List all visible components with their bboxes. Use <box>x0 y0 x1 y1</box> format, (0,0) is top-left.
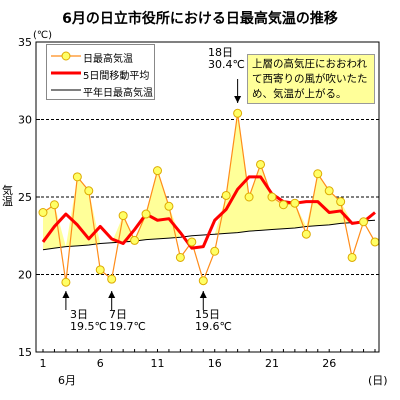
annotation-day-15-date: 15日 <box>195 308 220 321</box>
daily-max-point-18 <box>233 108 243 118</box>
daily-max-point-19 <box>244 192 254 202</box>
y-tick-label-35: 35 <box>18 36 32 49</box>
chart-title: 6月の日立市役所における日最高気温の推移 <box>62 11 338 27</box>
annotation-day-15-value: 19.6℃ <box>195 320 232 333</box>
arrow-day-3-head <box>62 291 70 298</box>
daily-max-point-20 <box>256 159 266 169</box>
annotation-day-7-value: 19.7℃ <box>109 320 146 333</box>
x-tick-label-16: 16 <box>208 357 222 370</box>
legend-normal-swatch <box>51 89 81 91</box>
daily-max-point-14 <box>187 237 197 247</box>
legend-moving-avg-swatch <box>51 71 81 75</box>
annotation-day-7: 7日 19.7℃ <box>109 309 146 333</box>
x-month-label: 6月 <box>58 374 76 387</box>
legend-normal-label: 平年日最高気温 <box>83 88 153 99</box>
y-tick-label-20: 20 <box>18 269 32 282</box>
x-axis-unit: (日) <box>368 374 388 387</box>
daily-max-point-12 <box>164 201 174 211</box>
annotation-day-7-date: 7日 <box>109 308 127 321</box>
legend-moving-avg-label: 5日間移動平均 <box>83 71 150 82</box>
daily-max-point-11 <box>152 166 162 176</box>
y-unit-label: (℃) <box>33 30 53 41</box>
daily-max-point-28 <box>347 252 357 262</box>
moving-average-line <box>41 175 376 250</box>
daily-max-point-8 <box>118 211 128 221</box>
weather-note: 上層の高気圧におおわれて西寄りの風が吹いたため、気温が上がる。 <box>247 54 375 104</box>
daily-max-point-21 <box>267 192 277 202</box>
y-tick-label-25: 25 <box>18 191 32 204</box>
daily-max-point-10 <box>141 209 151 219</box>
daily-max-point-6 <box>95 265 105 275</box>
legend-daily-max-swatch <box>51 51 81 61</box>
x-tick-label-26: 26 <box>322 357 336 370</box>
daily-max-point-1 <box>38 208 48 217</box>
arrow-day-7-head <box>108 291 116 298</box>
daily-max-point-27 <box>336 197 346 207</box>
daily-max-point-15 <box>198 276 208 286</box>
daily-max-point-24 <box>301 229 311 239</box>
daily-max-point-22 <box>278 200 288 210</box>
daily-max-point-2 <box>49 200 59 210</box>
daily-max-point-25 <box>313 169 323 179</box>
annotation-day-3-value: 19.5℃ <box>70 320 107 333</box>
daily-max-point-16 <box>210 246 220 256</box>
daily-max-markers <box>38 108 380 287</box>
legend-daily-max-label: 日最高気温 <box>83 54 133 65</box>
x-tick-label-21: 21 <box>265 357 279 370</box>
daily-max-point-17 <box>221 190 231 200</box>
arrow-day-15-head <box>199 291 207 298</box>
annotation-day-18-date: 18日 <box>208 46 233 59</box>
x-tick-label-11: 11 <box>150 357 164 370</box>
y-tick-label-30: 30 <box>18 114 32 127</box>
annotation-arrows <box>62 79 242 310</box>
annotation-day-18-value: 30.4℃ <box>208 58 245 71</box>
annotation-day-3-date: 3日 <box>70 308 88 321</box>
y-tick-label-15: 15 <box>18 346 32 359</box>
legend-item-normal: 平年日最高気温 <box>47 83 156 99</box>
annotation-day-15: 15日 19.6℃ <box>195 309 232 333</box>
daily-max-point-3 <box>61 277 71 287</box>
series-moving-average <box>41 175 376 250</box>
daily-max-point-23 <box>290 198 300 208</box>
daily-max-point-26 <box>324 186 334 196</box>
daily-max-point-7 <box>107 274 117 284</box>
x-tick-label-6: 6 <box>97 357 104 370</box>
y-axis-label: 気温 <box>2 184 13 208</box>
annotation-day-18: 18日 30.4℃ <box>208 47 245 71</box>
arrow-day-18-head <box>234 96 242 103</box>
legend-item-moving-avg: 5日間移動平均 <box>47 66 156 82</box>
daily-max-point-13 <box>175 252 185 262</box>
daily-max-point-29 <box>359 217 369 227</box>
above-normal-fill <box>43 113 375 250</box>
daily-max-point-4 <box>72 172 82 182</box>
daily-max-point-9 <box>130 235 140 245</box>
daily-max-point-5 <box>84 186 94 196</box>
annotation-day-3: 3日 19.5℃ <box>70 309 107 333</box>
legend: 日最高気温 5日間移動平均 平年日最高気温 <box>46 44 155 100</box>
legend-item-daily-max: 日最高気温 <box>47 49 156 65</box>
above-normal-area <box>43 113 375 250</box>
x-tick-label-1: 1 <box>40 357 47 370</box>
daily-max-point-30 <box>370 237 380 247</box>
